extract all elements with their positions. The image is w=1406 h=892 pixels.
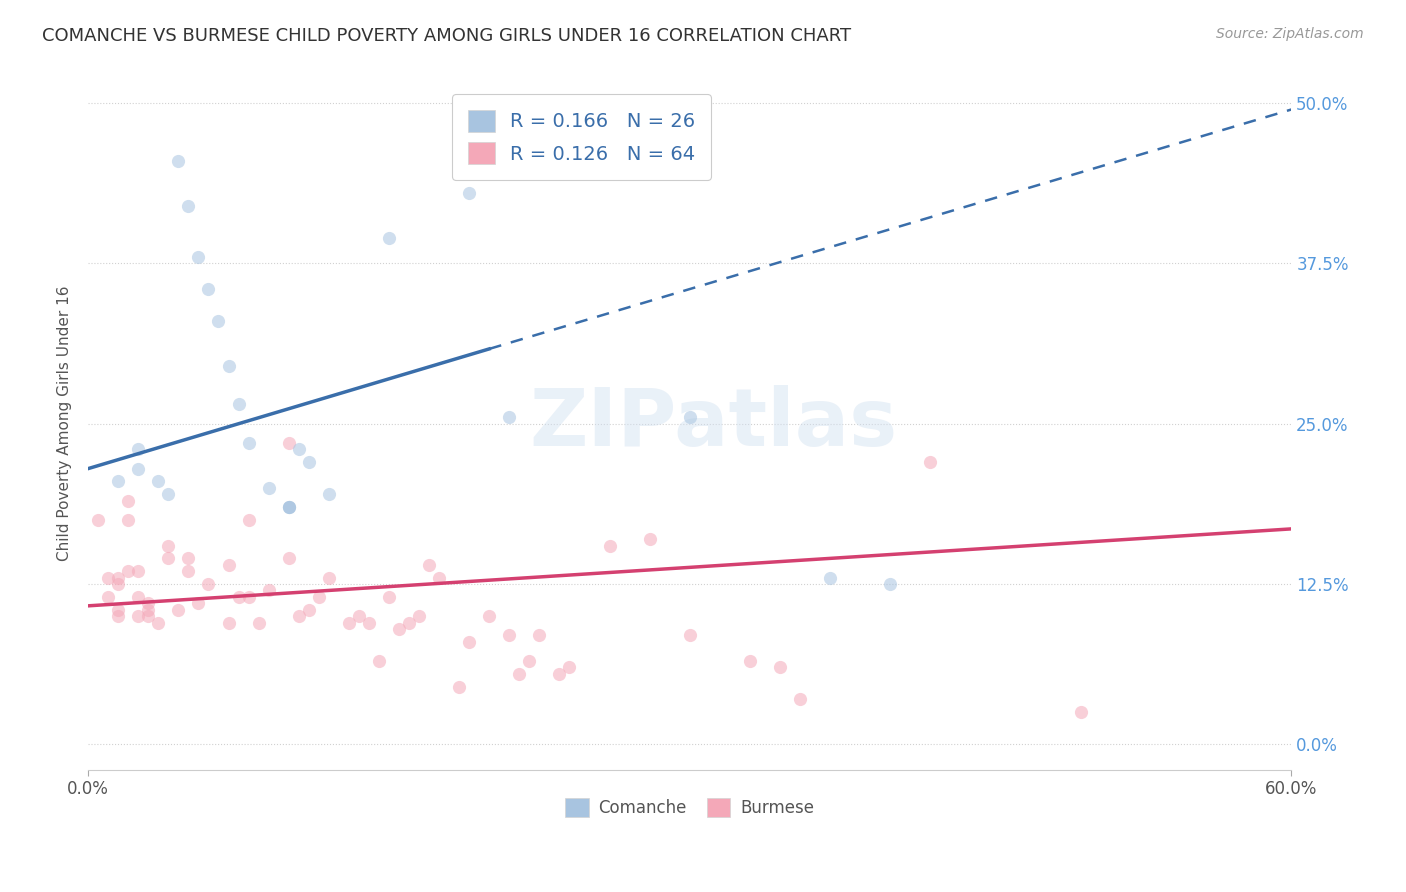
Point	[498, 628, 520, 642]
Point	[218, 558, 240, 572]
Point	[418, 558, 440, 572]
Point	[277, 436, 299, 450]
Point	[498, 410, 520, 425]
Point	[427, 571, 450, 585]
Point	[529, 628, 551, 642]
Point	[357, 615, 380, 630]
Point	[599, 539, 621, 553]
Point	[257, 583, 280, 598]
Point	[789, 692, 811, 706]
Point	[177, 199, 200, 213]
Point	[308, 590, 330, 604]
Point	[218, 615, 240, 630]
Point	[247, 615, 270, 630]
Point	[449, 680, 471, 694]
Point	[197, 282, 219, 296]
Point	[238, 590, 260, 604]
Point	[318, 571, 340, 585]
Point	[277, 500, 299, 514]
Point	[879, 577, 901, 591]
Point	[257, 481, 280, 495]
Point	[378, 590, 401, 604]
Point	[157, 551, 180, 566]
Legend: Comanche, Burmese: Comanche, Burmese	[558, 791, 821, 824]
Point	[738, 654, 761, 668]
Point	[136, 603, 159, 617]
Text: COMANCHE VS BURMESE CHILD POVERTY AMONG GIRLS UNDER 16 CORRELATION CHART: COMANCHE VS BURMESE CHILD POVERTY AMONG …	[42, 27, 851, 45]
Point	[287, 609, 309, 624]
Point	[87, 513, 110, 527]
Point	[148, 475, 170, 489]
Point	[157, 487, 180, 501]
Point	[238, 436, 260, 450]
Point	[228, 590, 250, 604]
Point	[388, 622, 411, 636]
Point	[458, 634, 481, 648]
Point	[508, 666, 530, 681]
Point	[127, 564, 149, 578]
Point	[97, 590, 120, 604]
Point	[117, 513, 139, 527]
Point	[347, 609, 370, 624]
Point	[238, 513, 260, 527]
Point	[127, 461, 149, 475]
Point	[107, 577, 129, 591]
Point	[177, 551, 200, 566]
Point	[117, 564, 139, 578]
Point	[818, 571, 841, 585]
Point	[478, 609, 501, 624]
Point	[127, 442, 149, 457]
Point	[277, 500, 299, 514]
Point	[167, 153, 190, 168]
Point	[458, 186, 481, 200]
Point	[167, 603, 190, 617]
Point	[107, 571, 129, 585]
Point	[298, 603, 321, 617]
Point	[127, 590, 149, 604]
Point	[136, 609, 159, 624]
Point	[679, 410, 702, 425]
Point	[207, 314, 229, 328]
Point	[277, 551, 299, 566]
Point	[218, 359, 240, 373]
Point	[157, 539, 180, 553]
Point	[638, 532, 661, 546]
Point	[107, 603, 129, 617]
Point	[177, 564, 200, 578]
Text: ZIPatlas: ZIPatlas	[530, 384, 898, 463]
Point	[368, 654, 391, 668]
Point	[920, 455, 942, 469]
Point	[107, 475, 129, 489]
Point	[148, 615, 170, 630]
Point	[679, 628, 702, 642]
Point	[228, 397, 250, 411]
Y-axis label: Child Poverty Among Girls Under 16: Child Poverty Among Girls Under 16	[58, 286, 72, 561]
Point	[117, 493, 139, 508]
Point	[277, 500, 299, 514]
Point	[97, 571, 120, 585]
Point	[136, 596, 159, 610]
Point	[558, 660, 581, 674]
Point	[337, 615, 360, 630]
Point	[127, 609, 149, 624]
Point	[408, 609, 430, 624]
Point	[769, 660, 792, 674]
Point	[107, 609, 129, 624]
Point	[1070, 706, 1092, 720]
Point	[187, 596, 209, 610]
Point	[287, 442, 309, 457]
Point	[187, 250, 209, 264]
Point	[517, 654, 540, 668]
Point	[197, 577, 219, 591]
Point	[318, 487, 340, 501]
Point	[548, 666, 571, 681]
Point	[298, 455, 321, 469]
Point	[378, 231, 401, 245]
Text: Source: ZipAtlas.com: Source: ZipAtlas.com	[1216, 27, 1364, 41]
Point	[398, 615, 420, 630]
